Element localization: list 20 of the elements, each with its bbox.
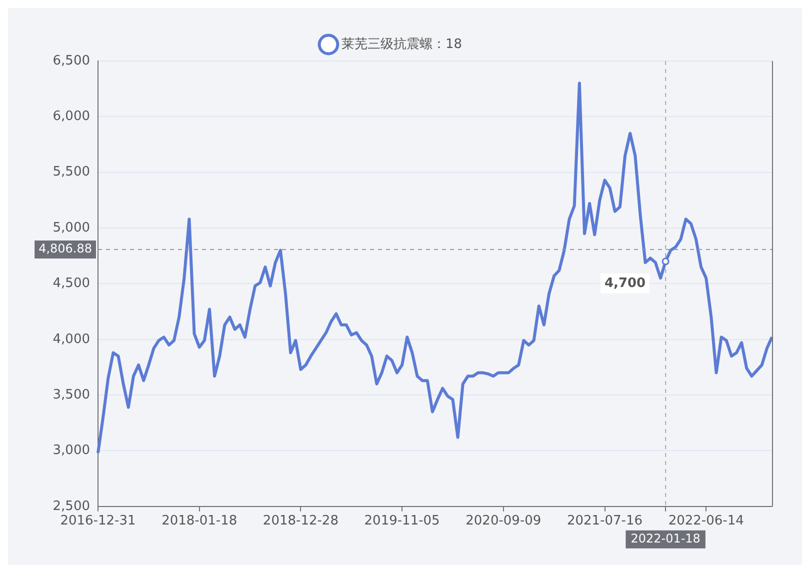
x-tick-label: 2016-12-31 [60,514,136,529]
y-tick-label: 2,500 [52,498,90,514]
y-tick-label: 3,000 [52,443,90,458]
legend-label: 莱芜三级抗震螺：18 [341,36,462,52]
y-tick-label: 6,000 [52,109,90,124]
x-tick-label: 2020-09-09 [466,514,542,529]
annotation: 4,700 [604,276,646,291]
y-tick-label: 3,500 [52,387,90,402]
x-tick-label: 2021-07-16 [566,514,643,529]
y-tick-label: 5,000 [52,220,90,236]
y-tick-label: 6,500 [52,53,90,68]
y-tick-label: 4,000 [52,332,90,347]
x-tick-label: 2019-11-05 [364,514,440,529]
x-tick-label: 2018-12-28 [262,514,338,529]
y-tick-label: 4,500 [52,276,90,292]
y-tick-label: 5,500 [52,164,90,180]
x-tick-label: 2022-01-18 [630,532,700,546]
x-tick-label: 2022-06-14 [668,514,744,529]
x-tick-label: 2018-01-18 [162,514,238,529]
ref-line-label: 4,806.88 [38,242,92,256]
